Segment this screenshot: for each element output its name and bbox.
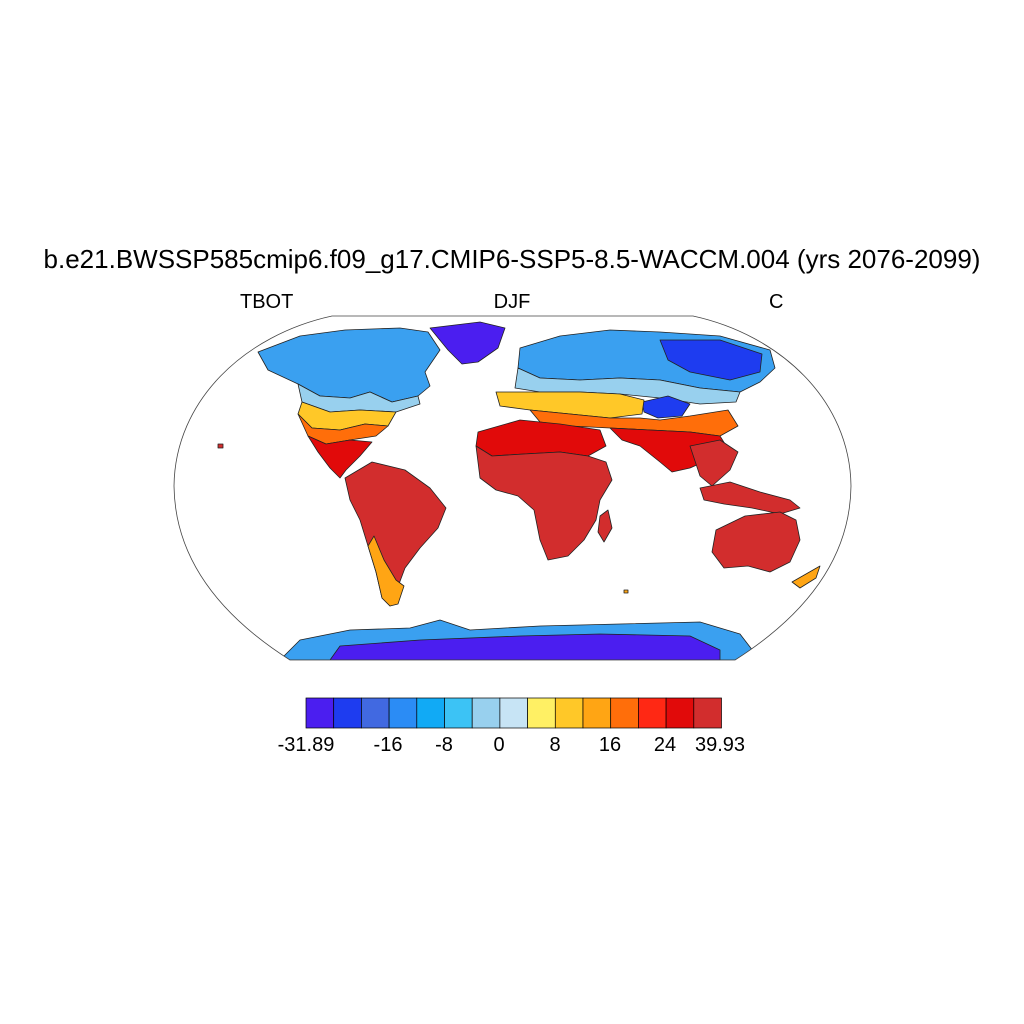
colorbar-box bbox=[638, 697, 667, 729]
variable-label: TBOT bbox=[240, 291, 294, 313]
colorbar-box bbox=[388, 697, 418, 729]
central-america bbox=[307, 435, 373, 479]
colorbar-box bbox=[693, 697, 722, 729]
tibet-cold bbox=[641, 395, 691, 419]
colorbar-box bbox=[416, 697, 445, 729]
colorbar-box bbox=[471, 697, 501, 729]
mideast-warm bbox=[529, 409, 739, 437]
season-label: DJF bbox=[493, 291, 531, 313]
colorbar-box bbox=[305, 697, 335, 729]
colorbar-box bbox=[610, 697, 639, 729]
plot-title: b.e21.BWSSP585cmip6.f09_g17.CMIP6-SSP5-8… bbox=[43, 244, 981, 274]
andes-cool bbox=[367, 535, 405, 607]
colorbar-box bbox=[333, 697, 362, 729]
australia bbox=[711, 511, 801, 573]
colorbar-box bbox=[665, 697, 695, 729]
colorbar-label: 24 bbox=[653, 734, 677, 756]
colorbar-label: 16 bbox=[598, 734, 622, 756]
units-label: C bbox=[769, 291, 784, 313]
southeast-asia bbox=[689, 439, 739, 487]
land-temperature-field bbox=[217, 321, 821, 660]
colorbar-box bbox=[554, 697, 584, 729]
siberia-very-cold bbox=[659, 339, 763, 381]
south-georgia-island bbox=[623, 589, 629, 594]
antarctica-interior bbox=[329, 633, 721, 660]
eurasia-mild bbox=[495, 391, 645, 419]
colorbar-label: -8 bbox=[435, 734, 453, 756]
colorbar-label: 8 bbox=[549, 734, 561, 756]
colorbar-box bbox=[361, 697, 390, 729]
colorbar-box bbox=[499, 697, 528, 729]
colorbar-box bbox=[582, 697, 612, 729]
greenland bbox=[429, 321, 506, 365]
new-zealand bbox=[791, 565, 821, 589]
colorbar bbox=[305, 697, 722, 729]
hawaii-island bbox=[217, 443, 224, 449]
colorbar-label: -16 bbox=[373, 734, 403, 756]
colorbar-box bbox=[527, 697, 556, 729]
map-boundary bbox=[173, 315, 852, 661]
north-america-cold bbox=[257, 327, 441, 403]
colorbar-label: 39.93 bbox=[694, 734, 746, 756]
madagascar bbox=[597, 509, 613, 543]
colorbar-label: -31.89 bbox=[277, 734, 335, 756]
south-america bbox=[344, 461, 447, 607]
colorbar-box bbox=[444, 697, 473, 729]
africa bbox=[475, 445, 613, 561]
colorbar-label: 0 bbox=[493, 734, 505, 756]
maritime-continent bbox=[699, 481, 801, 515]
